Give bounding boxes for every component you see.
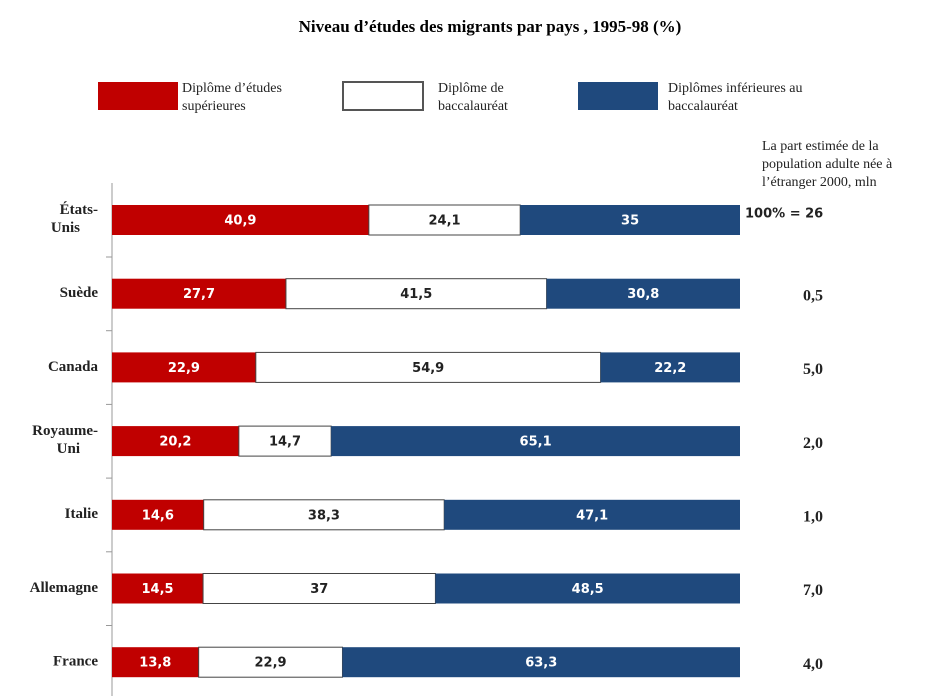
chart-title: Niveau d’études des migrants par pays , …	[299, 17, 682, 36]
value-label: 30,8	[627, 287, 659, 302]
bar-segment	[112, 573, 204, 604]
value-label: 37	[310, 582, 328, 597]
legend-label: Diplômes inférieures au baccalauréat	[668, 81, 803, 114]
bar-segment	[444, 499, 740, 530]
value-label: 48,5	[572, 582, 604, 597]
category-label: États-Unis	[51, 201, 98, 236]
value-label: 65,1	[520, 435, 552, 450]
value-label: 13,8	[139, 656, 171, 671]
value-label: 63,3	[525, 656, 557, 671]
side-title: La part estimée de la population adulte …	[762, 139, 893, 190]
bar-segment	[112, 205, 369, 235]
bar-segment	[342, 647, 740, 678]
value-label: 14,7	[269, 435, 301, 450]
value-label: 20,2	[159, 435, 191, 450]
bar-segment	[198, 646, 343, 678]
legend-swatch	[578, 82, 658, 110]
legend-label: Diplôme d’études supérieures	[182, 81, 282, 114]
value-label: 14,5	[141, 582, 173, 597]
category-label: Suède	[60, 285, 99, 301]
value-label: 22,2	[654, 361, 686, 376]
category-label: Royaume-Uni	[32, 424, 98, 458]
value-label: 41,5	[400, 287, 432, 302]
bar-segment	[285, 278, 548, 310]
category-label: Canada	[48, 359, 99, 375]
bar-segment	[202, 573, 436, 604]
side-label: 100% = 26	[745, 207, 823, 222]
side-label: 4,0	[803, 656, 823, 673]
bar-segment	[331, 426, 740, 457]
bar-segment	[546, 278, 740, 309]
value-label: 38,3	[308, 508, 340, 523]
category-label: France	[53, 654, 98, 670]
side-label: 2,0	[803, 435, 823, 452]
value-label: 27,7	[183, 287, 215, 302]
value-label: 40,9	[224, 214, 256, 229]
value-label: 35	[621, 214, 639, 229]
legend-swatch	[342, 81, 424, 111]
category-label: Allemagne	[30, 580, 99, 596]
side-label: 1,0	[803, 508, 823, 525]
side-label: 7,0	[803, 582, 823, 599]
value-label: 54,9	[412, 361, 444, 376]
value-label: 22,9	[255, 656, 287, 671]
bar-segment	[112, 352, 256, 383]
bar-segment	[112, 426, 239, 457]
value-label: 47,1	[576, 508, 608, 523]
bar-segment	[203, 499, 445, 531]
bar-segment	[520, 205, 740, 235]
side-label: 5,0	[803, 361, 823, 378]
value-label: 24,1	[428, 214, 460, 229]
category-label: Italie	[65, 506, 99, 522]
bar-segment	[238, 425, 332, 457]
bar-segment	[112, 278, 286, 309]
value-label: 22,9	[168, 361, 200, 376]
bar-segment	[600, 352, 740, 383]
value-label: 14,6	[142, 508, 174, 523]
bar-segment	[255, 351, 602, 383]
bar-segment	[435, 573, 740, 604]
bar-segment	[112, 499, 204, 530]
legend-swatch	[98, 82, 178, 110]
legend-label: Diplôme de baccalauréat	[438, 81, 508, 114]
bar-segment	[112, 647, 199, 678]
side-label: 0,5	[803, 287, 823, 304]
